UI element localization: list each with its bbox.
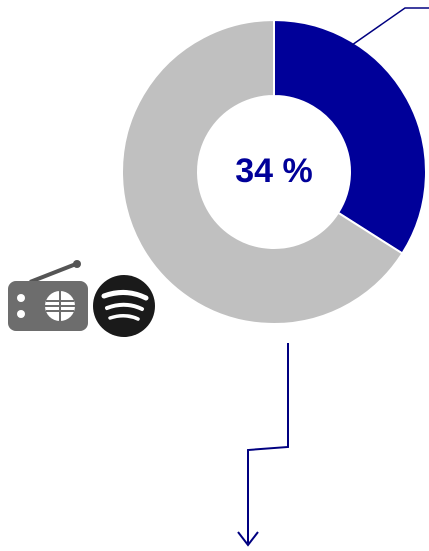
spotify-icon [93, 275, 155, 337]
arrow-head [237, 531, 259, 547]
donut [121, 18, 427, 325]
leader-line [351, 7, 429, 46]
center-label: 34 % [235, 152, 313, 190]
slice [273, 18, 427, 255]
slice [121, 18, 404, 325]
radio-icon [8, 260, 88, 331]
arrow-line [247, 343, 289, 543]
